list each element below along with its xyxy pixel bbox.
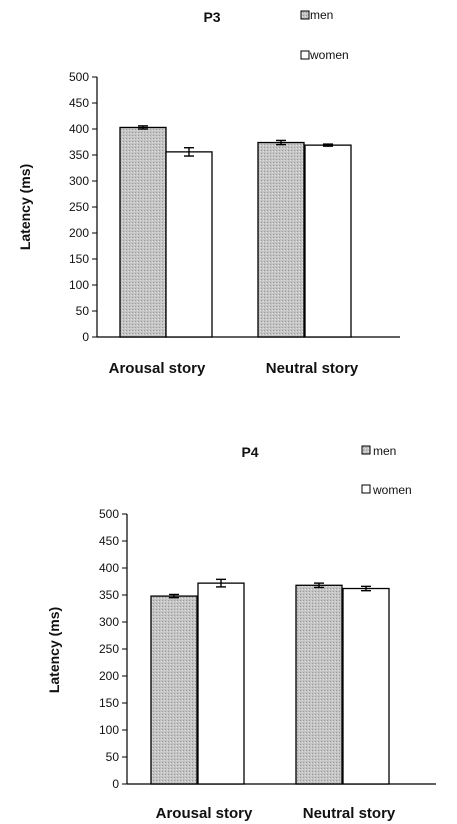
y-tick-label: 450 [69,96,89,110]
y-tick-label: 0 [82,330,89,344]
y-ticks: 0 50 100 150 200 250 300 350 400 450 500 [69,70,97,344]
y-tick-label: 200 [69,226,89,240]
category-label-neutral: Neutral story [303,805,396,822]
error-bar-men-arousal [169,593,179,599]
y-tick-label: 250 [99,642,119,656]
error-bar-men-arousal [138,125,148,130]
y-tick-label: 250 [69,200,89,214]
y-axis-label: Latency (ms) [46,607,62,693]
y-tick-label: 150 [69,252,89,266]
legend-swatch-women [361,484,371,494]
y-tick-label: 500 [99,507,119,521]
legend: men women [300,8,349,62]
y-tick-label: 100 [69,278,89,292]
y-ticks: 0 50 100 150 200 250 300 350 400 450 500 [99,507,127,791]
y-tick-label: 400 [69,122,89,136]
legend-label-men: men [373,444,396,458]
bar-women-neutral [342,587,390,785]
legend-swatch-women [300,50,310,60]
category-label-arousal: Arousal story [109,360,206,377]
chart-title: P3 [203,9,220,25]
y-tick-label: 300 [69,174,89,188]
error-bar-men-neutral [314,582,324,589]
bars [119,126,352,338]
y-tick-label: 500 [69,70,89,84]
chart-p4: P4 men women Latency (ms) 0 50 100 150 200 25… [46,444,436,822]
y-tick-label: 300 [99,615,119,629]
legend-swatch-men [361,445,371,455]
bar-men-neutral [257,141,305,338]
y-tick-label: 0 [112,777,119,791]
error-bar-women-neutral [323,143,333,147]
chart-p3: P3 men women Latency (ms) 0 50 100 150 200 25… [17,8,400,377]
error-bar-women-arousal [184,147,194,157]
y-axis-label: Latency (ms) [17,164,33,250]
y-tick-label: 50 [106,750,120,764]
legend-label-men: men [310,8,333,22]
bar-women-arousal [165,151,213,338]
error-bar-women-neutral [361,585,371,592]
y-tick-label: 350 [69,148,89,162]
bar-women-arousal [197,582,245,785]
legend-label-women: women [309,48,349,62]
error-bar-men-neutral [276,139,286,146]
legend: men women [361,444,412,497]
y-tick-label: 150 [99,696,119,710]
y-tick-label: 400 [99,561,119,575]
error-bar-women-arousal [216,578,226,588]
y-tick-label: 350 [99,588,119,602]
chart-title: P4 [241,444,258,460]
bar-women-neutral [304,144,352,338]
bars [150,582,390,785]
y-tick-label: 200 [99,669,119,683]
error-bars [138,125,333,157]
y-tick-label: 450 [99,534,119,548]
bar-men-arousal [150,595,198,785]
category-label-neutral: Neutral story [266,360,359,377]
category-label-arousal: Arousal story [156,805,253,822]
error-bars [169,578,371,599]
bar-men-neutral [295,584,343,785]
y-tick-label: 50 [76,304,90,318]
legend-label-women: women [372,483,412,497]
bar-men-arousal [119,126,167,338]
y-tick-label: 100 [99,723,119,737]
legend-swatch-men [300,10,310,20]
